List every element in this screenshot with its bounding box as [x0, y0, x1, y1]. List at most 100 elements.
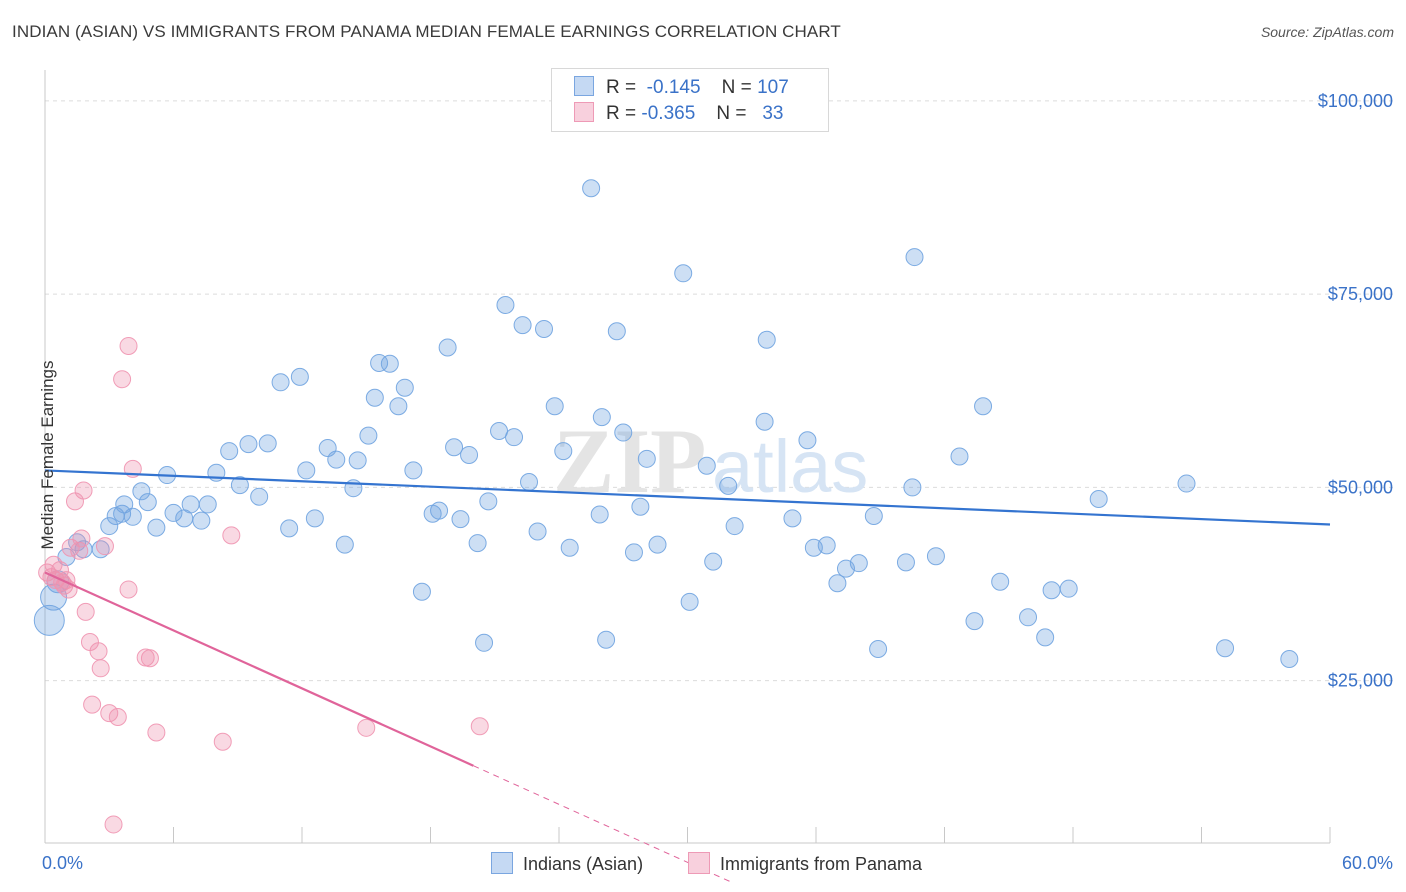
- data-point: [357, 718, 376, 737]
- data-point: [147, 518, 166, 537]
- data-point: [239, 435, 258, 454]
- series-immigrants-panama: [38, 336, 489, 834]
- data-point: [91, 659, 110, 678]
- data-point: [412, 582, 431, 601]
- data-point: [100, 517, 119, 536]
- data-point: [445, 438, 464, 457]
- axes: [44, 70, 1331, 844]
- data-point: [864, 507, 883, 526]
- data-point: [1280, 650, 1299, 669]
- watermark-text: atlas: [712, 425, 868, 508]
- data-point: [33, 604, 65, 636]
- data-point: [438, 338, 457, 357]
- legend-n-value: 107: [757, 77, 789, 98]
- data-point: [113, 370, 132, 389]
- data-point: [470, 717, 489, 736]
- data-point: [1216, 639, 1235, 658]
- legend-n-label: N =: [721, 77, 752, 98]
- data-point: [108, 708, 127, 727]
- data-point: [140, 649, 159, 668]
- data-point: [719, 476, 738, 495]
- data-point: [72, 529, 91, 548]
- trend-lines: [44, 469, 1331, 883]
- data-point: [903, 478, 922, 497]
- data-point: [132, 482, 151, 501]
- data-point: [528, 522, 547, 541]
- trend-line-panama: [44, 571, 474, 767]
- data-point: [1042, 581, 1061, 600]
- data-point: [404, 461, 423, 480]
- data-point: [147, 723, 166, 742]
- data-point: [76, 602, 95, 621]
- bottom-legend-label: Immigrants from Panama: [720, 854, 923, 874]
- data-point: [1089, 490, 1108, 509]
- data-point: [220, 442, 239, 461]
- data-point: [305, 509, 324, 528]
- data-point: [395, 378, 414, 397]
- data-point: [297, 461, 316, 480]
- data-point: [505, 428, 524, 447]
- data-point: [192, 511, 211, 530]
- data-point: [607, 322, 626, 341]
- legend-r-value: -0.365: [641, 103, 696, 124]
- data-point: [798, 431, 817, 450]
- data-point: [849, 554, 868, 573]
- data-point: [365, 388, 384, 407]
- data-point: [213, 732, 232, 751]
- data-point: [468, 534, 487, 553]
- data-point: [389, 397, 408, 416]
- x-tick-label: 60.0%: [1342, 853, 1393, 873]
- data-point: [755, 412, 774, 431]
- data-point: [113, 504, 132, 523]
- data-point: [451, 510, 470, 529]
- data-point: [138, 493, 157, 512]
- trend-line-indians: [44, 469, 1331, 526]
- data-point: [222, 526, 241, 545]
- trend-line-panama-extension: [473, 765, 731, 883]
- data-point: [697, 456, 716, 475]
- data-point: [545, 397, 564, 416]
- data-point: [783, 509, 802, 528]
- data-point: [430, 501, 449, 520]
- data-point: [974, 397, 993, 416]
- legend-row-indians: R = -0.145 N = 107: [574, 76, 789, 100]
- data-point: [817, 536, 836, 555]
- legend-swatch-pink: [574, 102, 594, 122]
- data-point: [280, 519, 299, 538]
- data-point: [380, 354, 399, 373]
- bottom-legend-swatch-pink: [688, 852, 710, 874]
- x-tick-label: 0.0%: [42, 853, 83, 873]
- y-axis-label: Median Female Earnings: [38, 360, 57, 550]
- data-point: [1019, 608, 1038, 627]
- data-point: [631, 497, 650, 516]
- grid: [45, 100, 1395, 682]
- data-point: [637, 449, 656, 468]
- bottom-legend-swatch-blue: [491, 852, 513, 874]
- data-point: [123, 507, 142, 526]
- data-point: [89, 642, 108, 661]
- data-point: [965, 612, 984, 631]
- bottom-legend-panama: Immigrants from Panama: [688, 852, 922, 875]
- series-indians-asian: [33, 179, 1299, 669]
- data-point: [1177, 474, 1196, 493]
- data-point: [991, 572, 1010, 591]
- data-point: [828, 574, 847, 593]
- watermark: ZIP atlas: [553, 410, 868, 512]
- y-tick-label: $100,000: [1318, 91, 1393, 111]
- data-point: [258, 434, 277, 453]
- data-point: [198, 495, 217, 514]
- data-point: [475, 633, 494, 652]
- data-point: [104, 815, 123, 834]
- data-point: [592, 408, 611, 427]
- data-point: [648, 535, 667, 554]
- data-point: [950, 447, 969, 466]
- legend-n-label: N =: [716, 103, 747, 124]
- y-tick-label: $25,000: [1328, 671, 1393, 691]
- data-point: [496, 295, 515, 314]
- data-point: [704, 552, 723, 571]
- bottom-legend-indians: Indians (Asian): [491, 852, 643, 875]
- data-point: [725, 517, 744, 536]
- data-point: [335, 535, 354, 554]
- data-point: [535, 319, 554, 338]
- stats-legend: R = -0.145 N = 107 R = -0.365 N = 33: [551, 68, 829, 132]
